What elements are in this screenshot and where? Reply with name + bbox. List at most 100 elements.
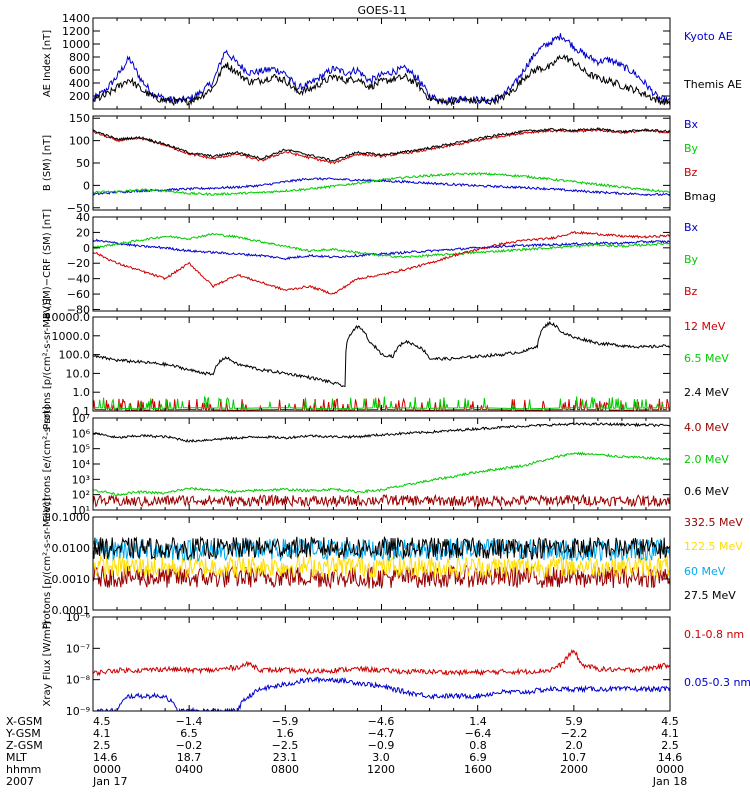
ephemeris-row-label: MLT xyxy=(6,751,27,764)
ephemeris-value: −5.9 xyxy=(272,715,299,728)
ephemeris-value: 18.7 xyxy=(177,751,202,764)
series-line-bdiff-0 xyxy=(93,238,670,261)
series-group xyxy=(93,535,670,590)
legend-label: 2.4 MeV xyxy=(684,386,729,399)
legend-label: 0.1-0.8 nm xyxy=(684,628,744,641)
y-tick-label: 10² xyxy=(72,489,90,502)
y-tick-label: 1.0 xyxy=(73,386,91,399)
series-line-xray-0 xyxy=(93,648,670,677)
panel-xray: 10⁻⁶ 10⁻⁷ 10⁻⁸ 10⁻⁹ Xray Flux [W/m²] 0.1-0.8 … xyxy=(42,611,750,718)
ephemeris-value: 4.5 xyxy=(93,715,111,728)
y-tick-label: 0 xyxy=(83,242,90,255)
y-tick-label: −40 xyxy=(67,273,90,286)
y-axis-label: B (SM)−CRF (SM) [nT] xyxy=(42,209,53,319)
legend-label: 332.5 MeV xyxy=(684,516,743,529)
y-tick-label: 0.1000 xyxy=(52,511,91,524)
y-tick-label: 10⁶ xyxy=(72,427,91,440)
ephemeris-value: 6.9 xyxy=(469,751,487,764)
series-group xyxy=(93,230,670,295)
y-tick-label: 1400 xyxy=(62,12,90,25)
ephemeris-value: −4.7 xyxy=(368,727,395,740)
y-axis-label: Xray Flux [W/m²] xyxy=(42,621,53,706)
y-tick-label: 150 xyxy=(69,112,90,125)
series-group xyxy=(93,320,670,411)
y-tick-label: 10⁻⁶ xyxy=(66,611,91,624)
ephemeris-value: 0.8 xyxy=(469,739,487,752)
legend-label: 27.5 MeV xyxy=(684,589,736,602)
y-tick-label: 0.0100 xyxy=(52,542,91,555)
y-tick-label: −60 xyxy=(67,288,90,301)
y-tick-label: 10⁻⁹ xyxy=(66,705,90,718)
y-tick-label: 200 xyxy=(69,90,90,103)
y-tick-label: 10000.0 xyxy=(45,311,91,324)
series-line-bsm-3 xyxy=(93,127,670,162)
y-tick-label: 0.1 xyxy=(73,405,91,418)
legend-label: Bz xyxy=(684,285,698,298)
ephemeris-value: 3.0 xyxy=(372,751,390,764)
series-line-bdiff-1 xyxy=(93,232,670,259)
panel-frame xyxy=(92,316,671,412)
ephemeris-value: 14.6 xyxy=(93,751,118,764)
y-tick-label: 1000 xyxy=(62,38,90,51)
y-tick-label: 800 xyxy=(69,51,90,64)
y-tick-label: 10⁷ xyxy=(72,412,90,425)
series-line-bsm-1 xyxy=(93,172,670,197)
y-tick-label: 10⁻⁷ xyxy=(66,642,90,655)
legend-label: Bmag xyxy=(684,190,716,203)
legend-label: Bx xyxy=(684,221,699,234)
series-line-protons2-1 xyxy=(93,554,670,579)
legend-label: Kyoto AE xyxy=(684,30,733,43)
ephemeris-value: 1.6 xyxy=(276,727,294,740)
ephemeris-value: 6.5 xyxy=(180,727,198,740)
series-line-bsm-0 xyxy=(93,176,670,197)
ephemeris-value: −4.6 xyxy=(368,715,395,728)
y-tick-label: 10.0 xyxy=(66,367,91,380)
series-line-electrons-2 xyxy=(93,422,670,443)
ephemeris-value: 1600 xyxy=(464,763,492,776)
ephemeris-value: −6.4 xyxy=(465,727,492,740)
ephemeris-value: 0000 xyxy=(656,763,684,776)
y-tick-label: −20 xyxy=(67,257,90,270)
series-line-ae-0 xyxy=(93,33,670,105)
series-line-protons2-0 xyxy=(93,564,670,590)
y-tick-label: 10¹ xyxy=(72,504,90,517)
y-tick-label: 0.0010 xyxy=(52,573,91,586)
legend-label: 0.05-0.3 nm xyxy=(684,676,750,689)
legend-label: 12 MeV xyxy=(684,320,726,333)
series-line-bdiff-2 xyxy=(93,230,670,295)
legend-label: Bz xyxy=(684,166,698,179)
y-tick-label: 1000.0 xyxy=(52,330,91,343)
ephemeris-row-label: Y-GSM xyxy=(5,727,41,740)
series-line-ae-1 xyxy=(93,54,670,107)
ephemeris-value: 2.5 xyxy=(93,739,111,752)
series-group xyxy=(93,33,670,107)
ephemeris-value: 1.4 xyxy=(469,715,487,728)
y-tick-label: 100 xyxy=(69,135,90,148)
y-axis-label: Electrons [e/(cm²-s-sr)] xyxy=(42,406,53,522)
panel-electrons: 10⁷ 10⁶ 10⁵ 10⁴ 10³ 10² 10¹ Electrons [e/(cm²-s… xyxy=(42,406,729,522)
series-group xyxy=(93,648,670,711)
ephemeris-row-label: 2007 xyxy=(6,775,34,788)
series-line-electrons-0 xyxy=(93,493,670,508)
y-axis-label: B (SM) [nT] xyxy=(42,135,53,191)
legend-label: 60 MeV xyxy=(684,565,726,578)
ephemeris-row-label: Z-GSM xyxy=(6,739,43,752)
ephemeris-value: Jan 18 xyxy=(652,775,687,788)
legend-label: By xyxy=(684,142,699,155)
legend-label: 6.5 MeV xyxy=(684,352,729,365)
ephemeris-value: 0800 xyxy=(271,763,299,776)
panel-frame xyxy=(92,115,671,211)
y-tick-label: 10⁴ xyxy=(72,458,91,471)
ephemeris-value: 5.9 xyxy=(565,715,583,728)
ephemeris-table: X-GSMY-GSMZ-GSMMLThhmm20074.54.12.514.60… xyxy=(5,715,687,788)
y-tick-label: 0.0001 xyxy=(52,604,91,617)
series-line-protons2-3 xyxy=(93,535,670,562)
ephemeris-value: 0000 xyxy=(93,763,121,776)
y-tick-label: −80 xyxy=(67,303,90,316)
y-axis-label: AE Index [nT] xyxy=(42,30,53,97)
legend-label: 4.0 MeV xyxy=(684,421,729,434)
legend-label: Themis AE xyxy=(683,78,742,91)
